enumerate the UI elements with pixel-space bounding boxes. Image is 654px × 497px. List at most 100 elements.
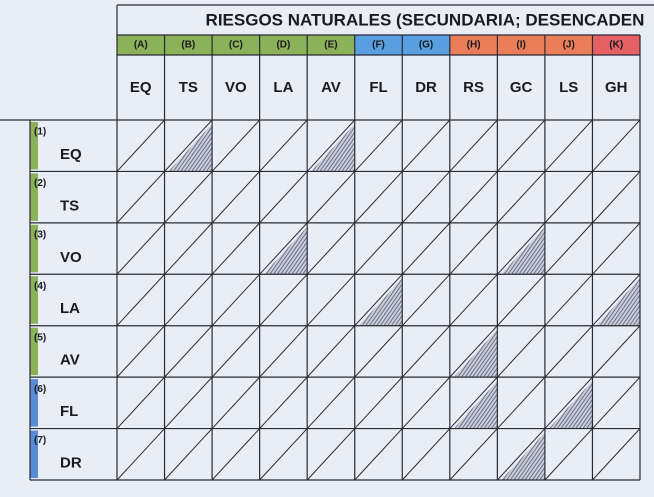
- hand-shading: [168, 124, 213, 172]
- row-code: DR: [60, 455, 82, 472]
- column-letter: (C): [229, 40, 243, 51]
- cell-diagonal: [544, 119, 593, 172]
- row-color-bar: [30, 173, 38, 221]
- column-code: RS: [463, 79, 484, 96]
- cell-diagonal: [354, 222, 403, 275]
- hand-shading: [596, 278, 640, 326]
- column-code: AV: [321, 79, 341, 96]
- hand-shading: [453, 381, 498, 429]
- cell-diagonal: [592, 325, 641, 378]
- column-letter: (A): [134, 40, 148, 51]
- column-code: LA: [273, 79, 293, 96]
- cell-diagonal: [306, 376, 356, 429]
- column-code: GH: [605, 79, 628, 96]
- cell-diagonal: [449, 325, 498, 378]
- row-color-bar: [30, 379, 38, 427]
- cell-diagonal: [449, 171, 498, 224]
- cell-diagonal: [592, 119, 641, 172]
- cell-diagonal: [544, 428, 593, 481]
- cell-diagonal: [211, 222, 261, 275]
- cell-diagonal: [306, 222, 356, 275]
- cell-diagonal: [496, 273, 546, 327]
- cell-diagonal: [544, 222, 593, 275]
- cell-diagonal: [259, 171, 308, 224]
- row-color-bar: [30, 327, 38, 376]
- row-code: VO: [60, 249, 82, 266]
- row-number: (7): [34, 435, 46, 446]
- cell-diagonal: [116, 171, 165, 224]
- cell-diagonal: [116, 428, 165, 481]
- cell-diagonal: [401, 428, 451, 481]
- cell-diagonal: [306, 428, 356, 481]
- cell-diagonal: [116, 222, 165, 275]
- cell-diagonal: [592, 222, 641, 275]
- column-letter: (K): [609, 40, 623, 51]
- cell-diagonal: [592, 171, 641, 224]
- hand-shading: [263, 226, 308, 275]
- cell-diagonal: [164, 119, 213, 172]
- row-number: (2): [34, 178, 46, 189]
- cell-diagonal: [496, 428, 546, 481]
- cell-diagonal: [496, 325, 546, 378]
- row-number: (5): [34, 332, 46, 343]
- cell-diagonal: [164, 428, 213, 481]
- hand-shading: [358, 278, 403, 326]
- column-code: DR: [415, 79, 437, 96]
- cell-diagonal: [449, 273, 498, 327]
- cell-diagonal: [164, 325, 213, 378]
- cell-diagonal: [259, 428, 308, 481]
- cell-diagonal: [592, 428, 641, 481]
- column-letter: (J): [563, 40, 575, 51]
- cell-diagonal: [306, 119, 356, 172]
- cell-diagonal: [354, 119, 403, 172]
- cell-diagonal: [259, 119, 308, 172]
- cell-diagonal: [449, 428, 498, 481]
- column-letter: (F): [372, 40, 385, 51]
- row-number: (3): [34, 229, 46, 240]
- cell-diagonal: [354, 273, 403, 327]
- cell-diagonal: [544, 273, 593, 327]
- hand-shading: [548, 381, 593, 429]
- cell-diagonal: [164, 222, 213, 275]
- row-color-bar: [30, 224, 38, 273]
- row-code: FL: [60, 403, 78, 420]
- column-color-band: [117, 35, 165, 55]
- cell-diagonal: [354, 428, 403, 481]
- cell-diagonal: [401, 222, 451, 275]
- cell-diagonal: [306, 325, 356, 378]
- row-color-bar: [30, 122, 38, 170]
- column-code: VO: [225, 79, 247, 96]
- cell-diagonal: [354, 171, 403, 224]
- column-code: LS: [559, 79, 578, 96]
- cell-diagonal: [259, 376, 308, 429]
- column-letter: (I): [516, 40, 525, 51]
- cell-diagonal: [211, 171, 261, 224]
- cell-diagonal: [211, 376, 261, 429]
- column-code: TS: [179, 79, 198, 96]
- cell-diagonal: [401, 119, 451, 172]
- column-letter: (D): [276, 40, 290, 51]
- cell-diagonal: [354, 376, 403, 429]
- column-letter: (H): [467, 40, 481, 51]
- column-color-band: [259, 35, 308, 55]
- column-code: EQ: [130, 79, 152, 96]
- cell-diagonal: [592, 376, 641, 429]
- row-code: AV: [60, 352, 80, 369]
- cell-diagonal: [211, 273, 261, 327]
- cell-diagonal: [401, 273, 451, 327]
- column-color-band: [164, 35, 213, 55]
- cell-diagonal: [592, 273, 641, 327]
- hand-shading: [311, 124, 355, 172]
- cell-diagonal: [544, 171, 593, 224]
- cell-diagonal: [496, 119, 546, 172]
- column-color-band: [402, 35, 450, 55]
- column-color-band: [497, 35, 545, 55]
- cell-diagonal: [496, 171, 546, 224]
- cell-diagonal: [164, 171, 213, 224]
- column-letter: (E): [324, 40, 337, 51]
- column-color-band: [592, 35, 640, 55]
- cell-diagonal: [306, 273, 356, 327]
- cell-diagonal: [259, 222, 308, 275]
- row-number: (1): [34, 127, 46, 138]
